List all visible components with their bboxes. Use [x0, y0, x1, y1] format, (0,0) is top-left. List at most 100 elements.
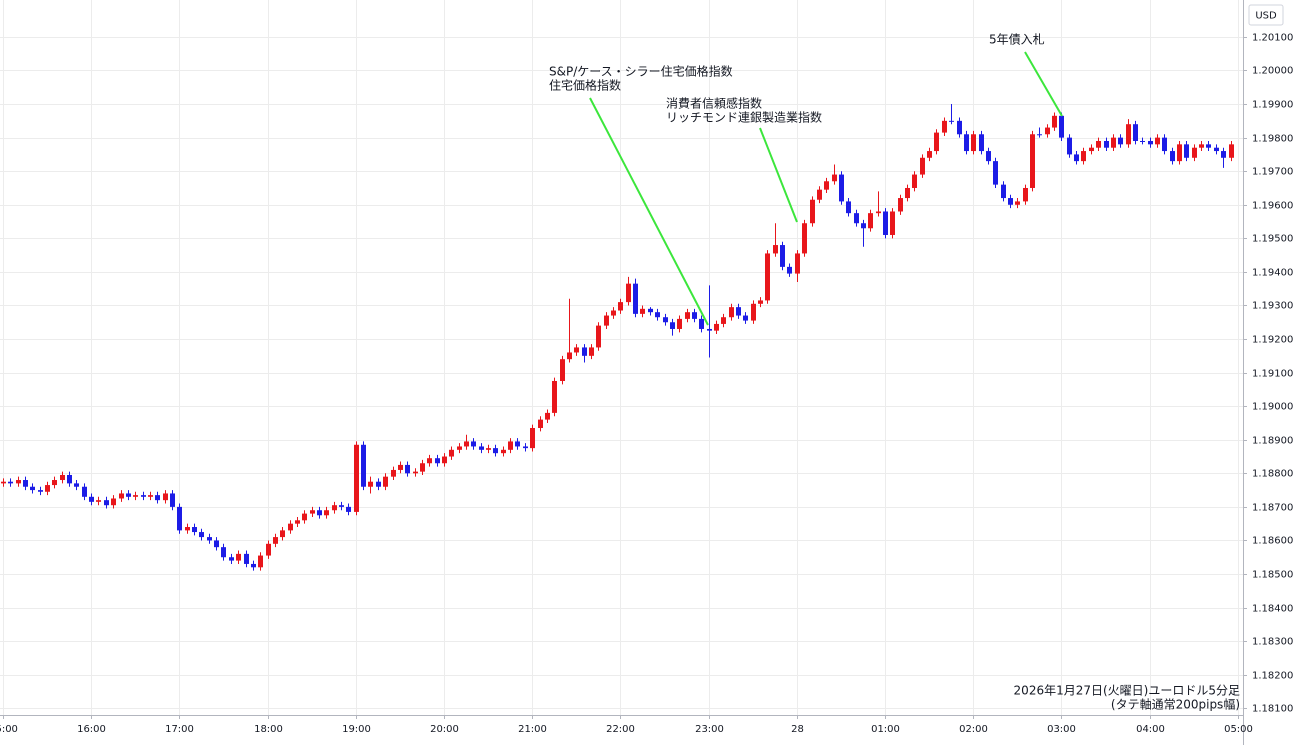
- candle-body: [1148, 140, 1153, 145]
- candle-body: [677, 318, 682, 329]
- candle-body: [861, 223, 866, 229]
- candle-body: [1192, 147, 1197, 158]
- annotation-text: 住宅価格指数: [549, 78, 621, 93]
- candle-body: [1023, 187, 1028, 202]
- candle-body: [957, 120, 962, 135]
- candle-body: [177, 506, 182, 531]
- y-tick-label: 1.18200: [1252, 671, 1293, 682]
- candle-body: [74, 483, 79, 487]
- candle-body: [589, 347, 594, 356]
- x-tick-label: 18:00: [254, 724, 283, 735]
- candle-body: [1059, 115, 1064, 138]
- candle-body: [1162, 137, 1167, 152]
- candle-body: [699, 318, 704, 329]
- candle-body: [508, 441, 513, 450]
- candle-body: [376, 481, 381, 487]
- candle-body: [221, 547, 226, 558]
- candle-body: [1229, 144, 1234, 158]
- currency-label: USD: [1255, 11, 1277, 22]
- candle-body: [442, 456, 447, 464]
- candle-body: [832, 174, 837, 182]
- y-tick-label: 1.18300: [1252, 637, 1293, 648]
- candle-body: [810, 199, 815, 224]
- candle-body: [346, 506, 351, 512]
- candle-body: [655, 312, 660, 318]
- candle-body: [979, 134, 984, 152]
- y-tick-label: 1.18400: [1252, 604, 1293, 615]
- candle-body: [207, 537, 212, 541]
- annotation-text: 消費者信頼感指数: [666, 96, 762, 111]
- y-tick-label: 1.18100: [1252, 704, 1293, 715]
- y-tick-label: 1.19000: [1252, 402, 1293, 413]
- candle-body: [1126, 124, 1131, 145]
- candle-body: [1214, 147, 1219, 152]
- candle-body: [927, 151, 932, 158]
- candle-body: [523, 446, 528, 449]
- candle-body: [141, 495, 146, 497]
- candle-body: [905, 187, 910, 199]
- y-tick-label: 1.19800: [1252, 134, 1293, 145]
- candle-body: [1037, 134, 1042, 136]
- candle-body: [67, 474, 72, 484]
- x-tick-label: 22:00: [606, 724, 635, 735]
- candle-body: [795, 253, 800, 274]
- x-tick-label: 28: [791, 724, 804, 735]
- candle-body: [30, 486, 35, 491]
- y-tick-label: 1.19100: [1252, 369, 1293, 380]
- candle-body: [244, 553, 249, 564]
- candle-body: [604, 315, 609, 326]
- x-tick-label: 21:00: [518, 724, 547, 735]
- candle-body: [427, 458, 432, 464]
- candle-body: [405, 464, 410, 474]
- candle-body: [486, 448, 491, 450]
- candle-body: [501, 449, 506, 454]
- candle-body: [1067, 137, 1072, 155]
- chart-note: (タテ軸通常200pips幅): [1111, 697, 1240, 712]
- candle-body: [354, 444, 359, 512]
- x-tick-label: 17:00: [165, 724, 194, 735]
- candle-body: [479, 446, 484, 450]
- candle-body: [170, 493, 175, 507]
- candle-body: [1104, 140, 1109, 148]
- candle-body: [1184, 144, 1189, 158]
- candle-body: [324, 510, 329, 516]
- candle-body: [530, 427, 535, 449]
- candle-body: [736, 307, 741, 316]
- candle-body: [1199, 144, 1204, 148]
- chart-note: 2026年1月27日(火曜日)ユーロドル5分足: [1014, 684, 1240, 698]
- y-tick-label: 1.18900: [1252, 436, 1293, 447]
- candle-body: [383, 476, 388, 487]
- candle-body: [368, 481, 373, 487]
- candle-body: [1133, 124, 1138, 141]
- candle-body: [868, 213, 873, 229]
- candle-body: [1030, 134, 1035, 188]
- candle-body: [38, 490, 43, 492]
- candle-body: [993, 161, 998, 185]
- x-tick-label: 23:00: [695, 724, 724, 735]
- plot-area: [1, 104, 1234, 571]
- currency-box: [1248, 4, 1284, 26]
- candle-body: [214, 540, 219, 548]
- candle-body: [949, 120, 954, 122]
- candle-body: [339, 505, 344, 507]
- y-tick-label: 1.19200: [1252, 335, 1293, 346]
- candle-body: [567, 352, 572, 360]
- candle-body: [1015, 201, 1020, 205]
- x-tick-label: 02:00: [959, 724, 988, 735]
- candle-body: [464, 441, 469, 447]
- candle-body: [707, 328, 712, 331]
- candle-body: [773, 245, 778, 254]
- candle-body: [538, 419, 543, 428]
- candle-body: [648, 308, 653, 313]
- candle-body: [288, 523, 293, 531]
- x-tick-label: 05:00: [1224, 724, 1253, 735]
- candle-body: [1118, 137, 1123, 145]
- candle-body: [846, 201, 851, 214]
- candle-body: [802, 223, 807, 254]
- annotation-text: S&P/ケース・シラー住宅価格指数: [549, 64, 733, 79]
- candle-body: [8, 481, 13, 484]
- candle-body: [633, 283, 638, 314]
- candle-body: [111, 498, 116, 506]
- candle-body: [332, 505, 337, 511]
